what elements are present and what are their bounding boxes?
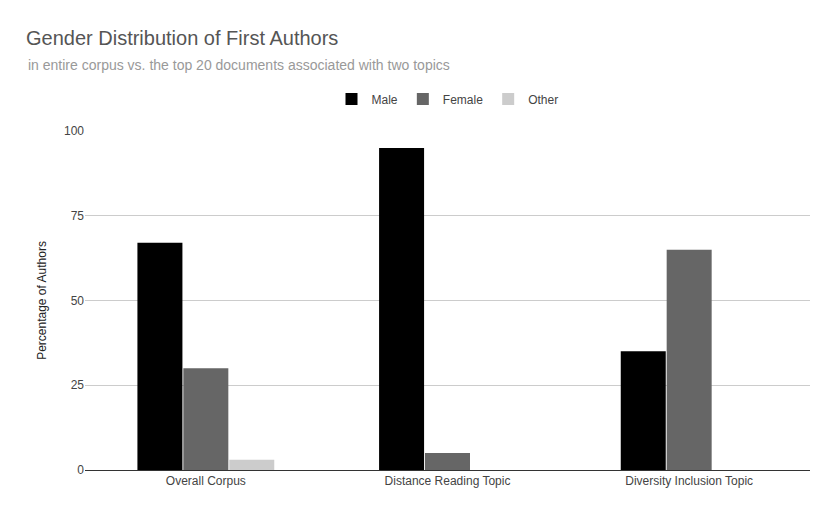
svg-text:0: 0 [77, 463, 84, 477]
svg-text:75: 75 [71, 209, 85, 223]
svg-text:Distance Reading Topic: Distance Reading Topic [385, 474, 511, 488]
svg-text:in entire corpus vs. the top 2: in entire corpus vs. the top 20 document… [28, 57, 450, 73]
svg-text:Other: Other [528, 93, 558, 107]
svg-text:Gender Distribution of First A: Gender Distribution of First Authors [26, 27, 338, 49]
svg-text:Overall Corpus: Overall Corpus [166, 474, 246, 488]
svg-text:Male: Male [372, 93, 398, 107]
svg-text:Percentage of Authors: Percentage of Authors [35, 241, 49, 360]
svg-text:Diversity Inclusion Topic: Diversity Inclusion Topic [625, 474, 753, 488]
svg-text:25: 25 [71, 378, 85, 392]
svg-text:100: 100 [64, 124, 84, 138]
svg-text:Female: Female [443, 93, 483, 107]
svg-text:50: 50 [71, 294, 85, 308]
